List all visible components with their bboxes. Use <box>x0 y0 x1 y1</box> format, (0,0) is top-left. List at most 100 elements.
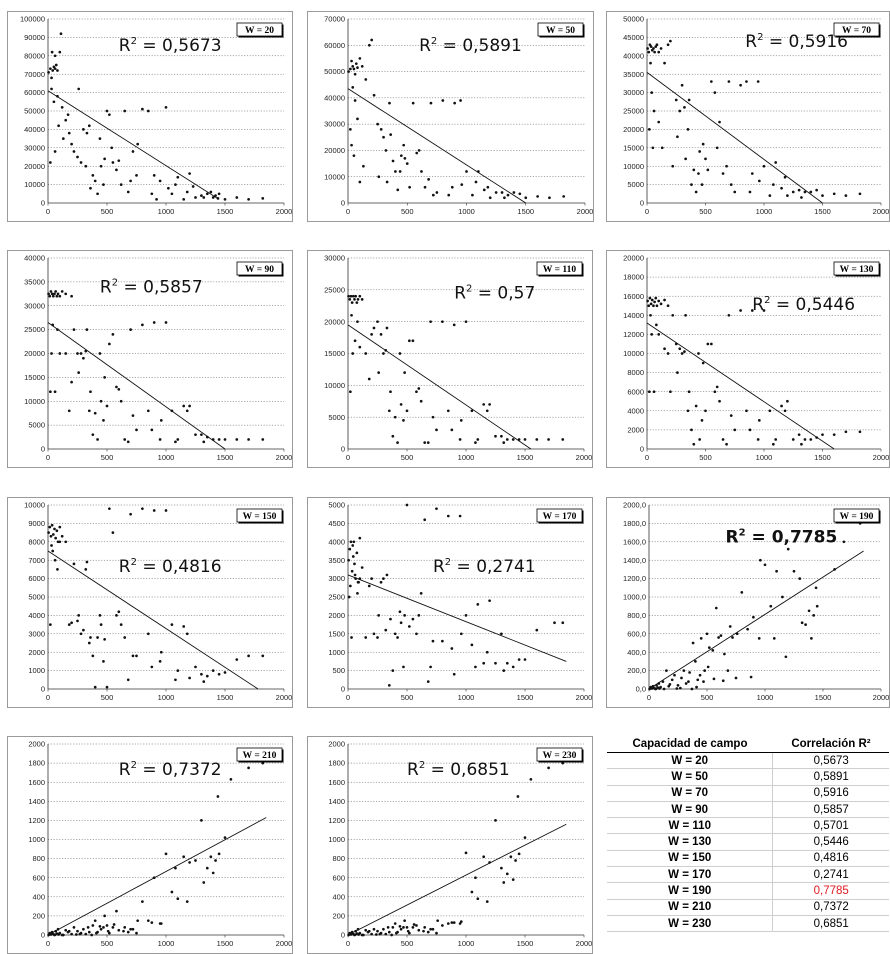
y-tick-label: 4000 <box>328 537 345 546</box>
data-point <box>141 107 144 111</box>
data-point <box>111 926 115 929</box>
data-point <box>516 795 520 798</box>
y-tick-label: 15000 <box>623 143 644 152</box>
chart-panel-w50: 0 10000 20000 30000 40000 50000 60000 70000 0 500… <box>307 11 594 222</box>
data-point <box>419 399 423 403</box>
data-point <box>678 686 682 690</box>
data-point <box>667 684 671 688</box>
x-tick-label: 0 <box>46 693 50 702</box>
data-point <box>360 64 364 68</box>
data-point <box>687 98 691 102</box>
scatter-chart: 0100002000030000400005000060000700008000… <box>20 15 292 216</box>
data-point <box>431 415 435 419</box>
data-point <box>115 168 118 172</box>
data-point <box>356 298 360 301</box>
table-row: W = 90 0,5857 <box>607 801 889 819</box>
data-point <box>707 646 711 649</box>
data-point <box>652 47 655 50</box>
data-point <box>402 419 405 422</box>
data-point <box>53 292 56 296</box>
data-point <box>129 179 132 183</box>
data-point <box>56 568 59 571</box>
data-point <box>398 352 402 355</box>
data-point <box>535 438 539 441</box>
data-point <box>399 927 403 931</box>
data-point <box>54 63 58 67</box>
data-point <box>403 919 406 923</box>
data-point <box>170 890 174 894</box>
cell-capacidad: W = 130 <box>607 833 773 851</box>
data-point <box>804 623 807 626</box>
data-point <box>663 61 666 65</box>
data-point <box>704 409 707 413</box>
data-point <box>500 434 503 438</box>
x-tick-label: 500 <box>401 207 414 216</box>
data-point <box>676 683 680 687</box>
chart-panel-w70: 0 5000 10000 15000 20000 25000 30000 35000 40000… <box>606 11 890 222</box>
y-tick-label: 4000 <box>627 406 644 415</box>
data-point <box>676 135 679 139</box>
data-point <box>494 191 498 194</box>
data-point <box>702 680 705 683</box>
data-point <box>680 83 684 87</box>
data-point <box>47 292 50 296</box>
data-point <box>89 186 92 190</box>
data-point <box>396 441 399 444</box>
data-point <box>429 665 432 669</box>
data-point <box>355 301 359 304</box>
data-point <box>694 660 697 663</box>
data-point <box>209 190 213 194</box>
data-point <box>49 161 52 164</box>
data-point <box>205 192 209 196</box>
data-point <box>420 170 423 173</box>
r-squared-label: R2 = 0,5916 <box>745 32 848 52</box>
data-point <box>768 409 772 413</box>
data-point <box>105 685 109 689</box>
chart-panel-w130: 0 2000 4000 6000 8000 10000 12000 14000 16000 180… <box>606 250 890 468</box>
data-point <box>389 617 392 621</box>
x-tick-label: 2000 <box>576 693 592 702</box>
data-point <box>351 352 355 355</box>
data-point <box>723 652 726 656</box>
data-point <box>387 930 391 934</box>
data-point <box>185 409 189 413</box>
data-point <box>500 866 503 870</box>
data-point <box>411 617 415 621</box>
data-point <box>398 925 402 928</box>
cell-correlacion: 0,5916 <box>772 785 889 802</box>
data-point <box>405 926 409 929</box>
data-point <box>86 926 90 929</box>
data-point <box>150 428 154 432</box>
w-label-box <box>236 261 283 276</box>
data-point <box>815 604 819 608</box>
data-point <box>103 914 106 918</box>
data-point <box>89 636 92 639</box>
data-point <box>372 632 376 636</box>
data-point <box>99 927 103 931</box>
data-point <box>523 438 527 441</box>
data-point <box>200 194 203 197</box>
y-tick-label: 20000 <box>623 125 644 134</box>
chart-panel-w90: 0 5000 10000 15000 20000 25000 30000 35000 40000… <box>7 250 293 468</box>
data-point <box>832 192 836 196</box>
data-point <box>458 438 462 441</box>
data-point <box>70 621 73 625</box>
table-row: W = 170 0,2741 <box>607 866 889 884</box>
data-point <box>431 639 435 643</box>
data-point <box>99 399 103 403</box>
y-tick-label: 40000 <box>24 254 45 263</box>
chart-panel-w230: 0 200 400 600 800 1000 1200 1400 1600 1800 2000 0 50… <box>307 736 593 954</box>
data-point <box>119 623 123 626</box>
cell-correlacion: 0,5673 <box>772 752 889 770</box>
data-point <box>511 665 515 669</box>
cell-correlacion: 0,4816 <box>772 850 889 868</box>
data-point <box>464 320 468 324</box>
data-point <box>403 614 406 617</box>
data-point <box>452 921 456 924</box>
x-tick-label: 500 <box>101 939 114 948</box>
data-point <box>64 928 68 932</box>
trend-line <box>47 322 226 450</box>
data-point <box>663 298 666 302</box>
data-point <box>247 766 250 770</box>
data-point <box>84 932 88 936</box>
